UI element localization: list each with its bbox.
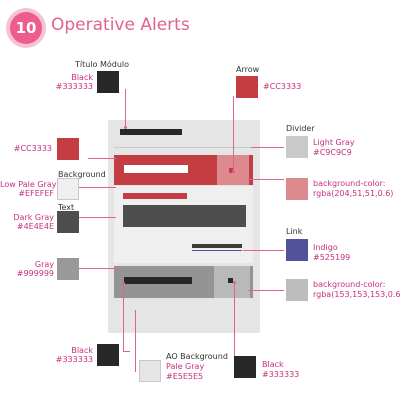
background-color-value: #EFEFEF [18, 189, 54, 198]
gray-color-value: #999999 [16, 269, 54, 278]
alert-arrow-icon[interactable] [229, 168, 234, 173]
link-color-name: Indigo [313, 243, 338, 252]
connector-background [78, 187, 116, 188]
step-number: 10 [10, 12, 42, 44]
black-bottom-right-swatch [234, 356, 256, 378]
connector-dot-black-right [233, 281, 236, 284]
highlight-overlay-line2: rgba(204,51,51,0.6) [313, 189, 394, 198]
connector-gray-overlay [248, 290, 284, 291]
text-swatch [57, 211, 79, 233]
divider-line [114, 147, 254, 148]
page-title: Operative Alerts [51, 15, 190, 35]
alert-red-swatch [57, 138, 79, 160]
connector-alert-red [88, 158, 116, 159]
background-swatch [57, 178, 79, 200]
connector-ao-background [135, 310, 136, 372]
connector-link [243, 250, 284, 251]
gray-overlay-line1: background-color: [313, 280, 386, 289]
connector-arrow [233, 96, 234, 172]
alert-text-box [124, 165, 188, 173]
text-color-value: #4E4E4E [16, 222, 54, 231]
titulo-modulo-swatch [97, 71, 119, 93]
connector-text [78, 217, 116, 218]
sub-title-bar [123, 193, 187, 199]
connector-black-bottom-right [234, 282, 235, 356]
link-color-value: #525199 [313, 253, 351, 262]
black-bottom-left-swatch [97, 344, 119, 366]
background-color-name: Low Pale Gray [0, 180, 57, 189]
gray-overlay-line2: rgba(153,153,153,0.6) [313, 290, 400, 299]
black-bottom-left-color-value: #333333 [55, 355, 93, 364]
text-block [123, 205, 246, 227]
connector-black-bottom-left [123, 283, 124, 351]
connector-titulo [125, 89, 126, 127]
gray-text-bar [124, 277, 192, 284]
link-swatch [286, 239, 308, 261]
link-text-bar[interactable] [192, 244, 242, 248]
divider-label: Divider [286, 124, 315, 133]
divider-color-name: Light Gray [313, 138, 355, 147]
connector-black-bottom-left-h [123, 351, 130, 352]
arrow-label: Arrow [236, 65, 260, 74]
module-title-bar [120, 129, 182, 135]
ao-background-color-value: #E5E5E5 [166, 372, 204, 381]
titulo-modulo-color-name: Black [71, 73, 93, 82]
alert-module-mockup [108, 120, 260, 333]
arrow-color-value: #CC3333 [263, 82, 302, 91]
black-bottom-right-color-value: #333333 [262, 370, 300, 379]
ao-background-label: AO Background [166, 352, 228, 361]
divider-color-value: #C9C9C9 [313, 148, 352, 157]
highlight-overlay-line1: background-color: [313, 179, 386, 188]
alert-red-color-value: #CC3333 [13, 144, 52, 153]
connector-dot-arrow [232, 170, 235, 173]
connector-dot-black-left [122, 282, 125, 285]
link-label: Link [286, 227, 303, 236]
step-badge: 10 [6, 8, 46, 48]
link-underline[interactable] [192, 250, 242, 251]
black-bottom-left-color-name: Black [71, 346, 93, 355]
ao-background-swatch [139, 360, 161, 382]
background-label: Background [58, 170, 106, 179]
gray-arrow-icon[interactable] [228, 278, 233, 283]
gray-overlay-swatch [286, 279, 308, 301]
text-label: Text [58, 203, 75, 212]
connector-gray [78, 268, 116, 269]
connector-dot-titulo [124, 126, 127, 129]
arrow-swatch [236, 76, 258, 98]
gray-swatch [57, 258, 79, 280]
highlight-overlay-swatch [286, 178, 308, 200]
text-color-name: Dark Gray [13, 213, 54, 222]
divider-swatch [286, 136, 308, 158]
titulo-modulo-label: Título Módulo [75, 60, 130, 69]
titulo-modulo-color-value: #333333 [55, 82, 93, 91]
ao-background-color-name: Pale Gray [166, 362, 205, 371]
connector-highlight [248, 179, 284, 180]
gray-color-name: Gray [34, 260, 54, 269]
black-bottom-right-color-name: Black [262, 360, 284, 369]
connector-divider [251, 147, 284, 148]
